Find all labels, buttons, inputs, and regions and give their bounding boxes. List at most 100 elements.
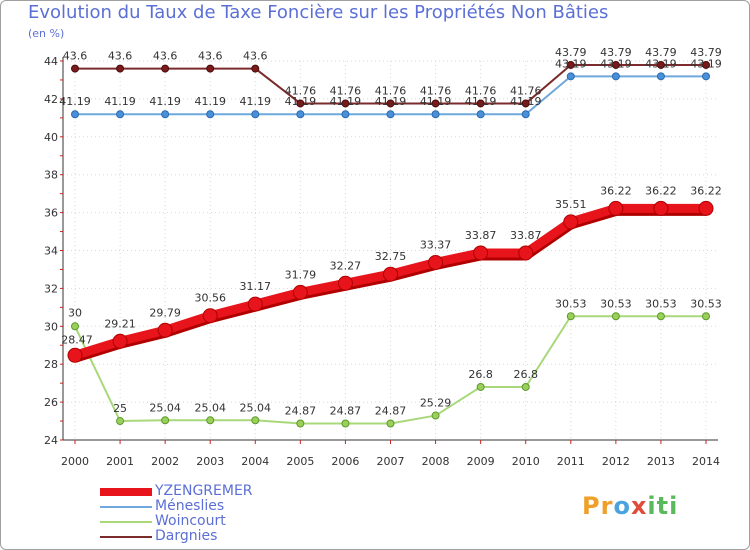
data-label-dargnies: 43.79 bbox=[690, 46, 722, 59]
data-label-woincourt: 30.53 bbox=[555, 297, 587, 310]
data-label-yzengremer: 33.37 bbox=[420, 238, 452, 251]
logo-part: o bbox=[613, 492, 631, 520]
data-label-dargnies: 41.76 bbox=[510, 84, 542, 97]
data-point-woincourt bbox=[656, 312, 665, 321]
data-point-méneslies bbox=[71, 110, 79, 119]
data-point-méneslies bbox=[476, 110, 485, 119]
data-label-dargnies: 41.76 bbox=[420, 84, 452, 97]
data-label-woincourt: 26.8 bbox=[468, 368, 493, 381]
data-label-yzengremer: 28.47 bbox=[61, 333, 93, 346]
y-tick-label: 38 bbox=[44, 169, 58, 182]
data-point-dargnies bbox=[611, 60, 620, 69]
data-point-yzengremer bbox=[518, 245, 534, 261]
logo-part: x bbox=[630, 492, 648, 520]
data-label-yzengremer: 32.27 bbox=[330, 259, 362, 272]
data-point-méneslies bbox=[611, 72, 620, 81]
data-label-woincourt: 25.04 bbox=[240, 401, 272, 414]
data-label-yzengremer: 29.79 bbox=[149, 306, 181, 319]
data-label-woincourt: 25.29 bbox=[420, 397, 452, 410]
data-label-méneslies: 41.19 bbox=[420, 95, 452, 108]
data-point-dargnies bbox=[521, 99, 530, 108]
data-point-yzengremer bbox=[608, 200, 624, 216]
data-point-méneslies bbox=[521, 110, 530, 119]
data-label-woincourt: 30 bbox=[68, 306, 82, 319]
data-point-woincourt bbox=[566, 312, 575, 321]
legend-swatch bbox=[100, 488, 152, 496]
data-point-woincourt bbox=[116, 417, 125, 426]
legend-item: Dargnies bbox=[100, 528, 400, 545]
data-point-yzengremer bbox=[383, 266, 398, 282]
legend-swatch bbox=[100, 536, 152, 538]
data-point-yzengremer bbox=[112, 333, 128, 349]
legend-label: Dargnies bbox=[155, 528, 218, 544]
data-label-dargnies: 43.79 bbox=[645, 46, 677, 59]
data-point-méneslies bbox=[116, 110, 125, 119]
data-point-woincourt bbox=[161, 416, 170, 425]
data-point-dargnies bbox=[71, 64, 79, 73]
data-point-dargnies bbox=[341, 99, 350, 108]
data-label-woincourt: 25.04 bbox=[194, 401, 226, 414]
data-point-dargnies bbox=[656, 60, 665, 69]
data-label-méneslies: 43.19 bbox=[690, 57, 722, 70]
x-tick-label: 2007 bbox=[377, 455, 405, 468]
data-label-méneslies: 41.19 bbox=[149, 95, 181, 108]
data-point-méneslies bbox=[566, 72, 575, 81]
data-label-yzengremer: 30.56 bbox=[194, 292, 226, 305]
data-point-méneslies bbox=[206, 110, 215, 119]
data-point-woincourt bbox=[431, 411, 440, 420]
x-tick-label: 2009 bbox=[467, 455, 495, 468]
legend-label: Woincourt bbox=[155, 513, 226, 529]
data-label-woincourt: 24.87 bbox=[375, 405, 407, 418]
y-tick-label: 32 bbox=[44, 282, 58, 295]
data-label-dargnies: 41.76 bbox=[465, 84, 497, 97]
y-tick-label: 34 bbox=[44, 245, 58, 258]
y-tick-label: 26 bbox=[44, 396, 58, 409]
series-layer bbox=[67, 60, 714, 428]
data-label-woincourt: 30.53 bbox=[690, 297, 722, 310]
data-point-woincourt bbox=[386, 419, 395, 428]
data-point-dargnies bbox=[431, 99, 440, 108]
data-point-woincourt bbox=[702, 312, 710, 321]
data-label-méneslies: 41.19 bbox=[285, 95, 317, 108]
data-label-yzengremer: 32.75 bbox=[375, 250, 407, 263]
data-point-dargnies bbox=[476, 99, 485, 108]
data-label-dargnies: 41.76 bbox=[375, 84, 407, 97]
data-point-dargnies bbox=[251, 64, 260, 73]
data-point-woincourt bbox=[611, 312, 620, 321]
data-label-woincourt: 30.53 bbox=[645, 297, 677, 310]
legend-item: Méneslies bbox=[100, 498, 400, 515]
data-point-dargnies bbox=[161, 64, 170, 73]
data-point-woincourt bbox=[521, 382, 530, 391]
x-tick-label: 2014 bbox=[692, 455, 720, 468]
data-label-woincourt: 26.8 bbox=[513, 368, 538, 381]
data-point-méneslies bbox=[656, 72, 665, 81]
data-label-yzengremer: 31.17 bbox=[240, 280, 272, 293]
data-point-yzengremer bbox=[428, 254, 444, 270]
y-tick-label: 36 bbox=[44, 207, 58, 220]
data-point-woincourt bbox=[251, 416, 260, 425]
data-label-méneslies: 41.19 bbox=[330, 95, 362, 108]
legend-item: YZENGREMER bbox=[100, 483, 400, 500]
data-label-yzengremer: 31.79 bbox=[285, 268, 317, 281]
y-tick-label: 44 bbox=[44, 55, 58, 68]
y-unit-label: (en %) bbox=[28, 27, 65, 40]
data-point-woincourt bbox=[206, 416, 215, 425]
x-tick-label: 2001 bbox=[106, 455, 134, 468]
data-label-dargnies: 41.76 bbox=[330, 84, 362, 97]
data-point-yzengremer bbox=[202, 308, 218, 324]
data-point-yzengremer bbox=[157, 322, 173, 338]
data-label-dargnies: 43.79 bbox=[555, 46, 587, 59]
proxiti-logo: Proxiti bbox=[582, 492, 678, 520]
data-point-dargnies bbox=[116, 64, 125, 73]
data-label-dargnies: 43.6 bbox=[198, 50, 223, 63]
data-label-méneslies: 43.19 bbox=[600, 57, 632, 70]
y-tick-label: 28 bbox=[44, 358, 58, 371]
x-tick-label: 2006 bbox=[331, 455, 359, 468]
x-tick-label: 2005 bbox=[286, 455, 314, 468]
logo-part: Pr bbox=[582, 492, 614, 520]
legend-label: YZENGREMER bbox=[155, 483, 253, 499]
data-label-yzengremer: 29.21 bbox=[104, 317, 136, 330]
x-tick-label: 2008 bbox=[422, 455, 450, 468]
data-point-yzengremer bbox=[67, 347, 83, 363]
